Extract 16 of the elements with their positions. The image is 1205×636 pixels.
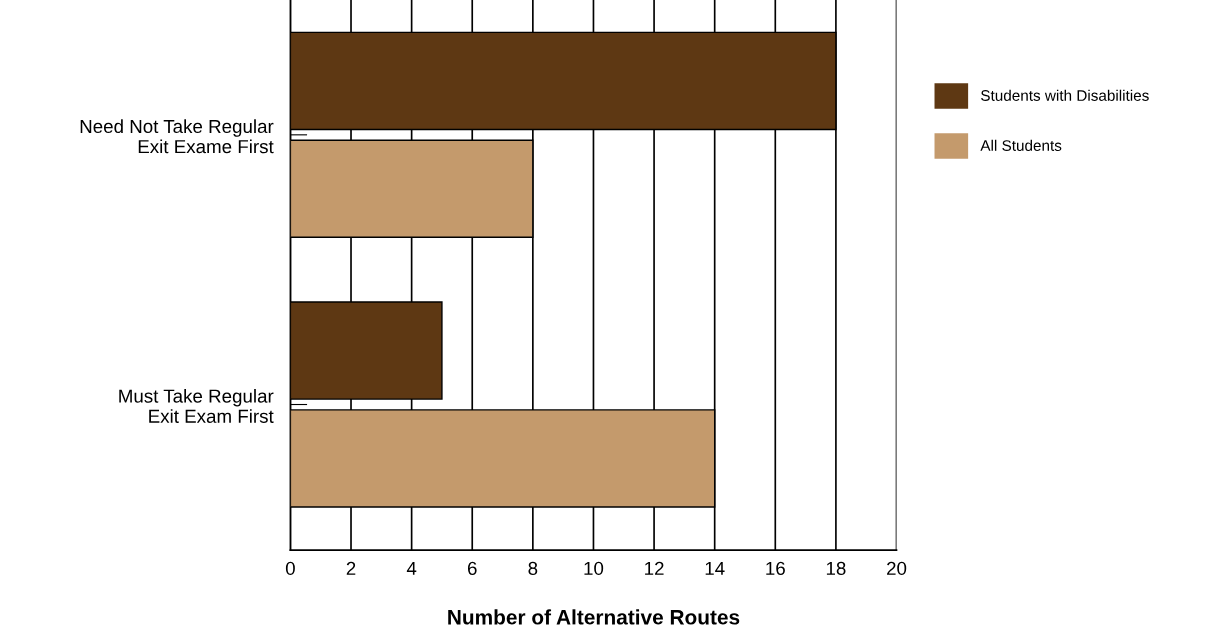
x-tick-label: 2 xyxy=(346,561,356,575)
x-tick-label: 8 xyxy=(528,561,538,576)
x-tick-label: 18 xyxy=(826,561,846,576)
x-tick-label: 10 xyxy=(584,561,604,576)
x-tick-label: 12 xyxy=(645,561,664,575)
x-tick-label: 20 xyxy=(887,561,907,576)
legend-label: All Students xyxy=(980,139,1062,151)
y-tick-label: Must Take Regular Exit Exam First xyxy=(119,388,274,423)
x-tick-label: 14 xyxy=(705,561,725,575)
x-tick-label: 6 xyxy=(467,561,477,576)
x-axis-title: Number of Alternative Routes xyxy=(448,609,740,625)
y-tick-label: Need Not Take Regular Exit Exame First xyxy=(80,119,274,154)
x-tick-label: 4 xyxy=(406,561,417,575)
x-tick-label: 16 xyxy=(766,561,785,576)
legend-label: Students with Disabilities xyxy=(981,89,1149,101)
x-tick-label: 0 xyxy=(285,561,295,576)
